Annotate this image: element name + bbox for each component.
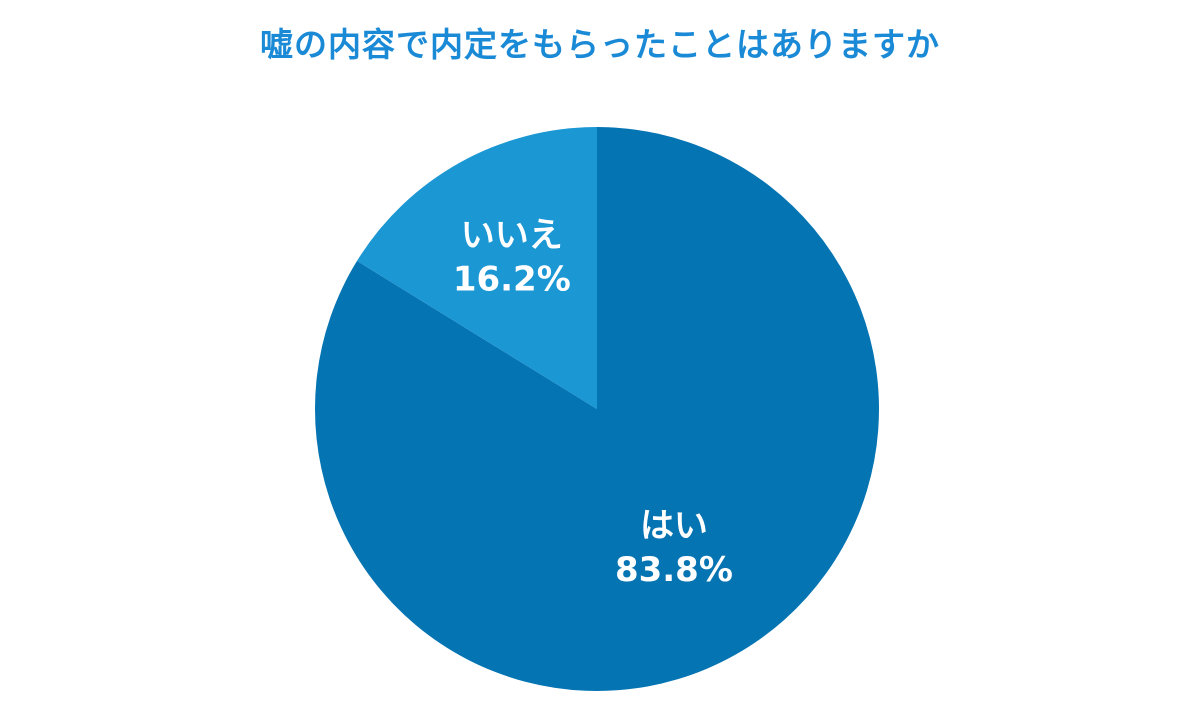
slice-label-yes: はい [640,506,708,546]
chart-title: 嘘の内容で内定をもらったことはありますか [260,25,940,64]
slice-value-no: 16.2% [453,259,571,299]
slice-label-no: いいえ [461,215,563,255]
pie-slices [314,127,880,691]
slice-value-yes: 83.8% [615,550,733,590]
pie-slice-no [357,127,597,409]
